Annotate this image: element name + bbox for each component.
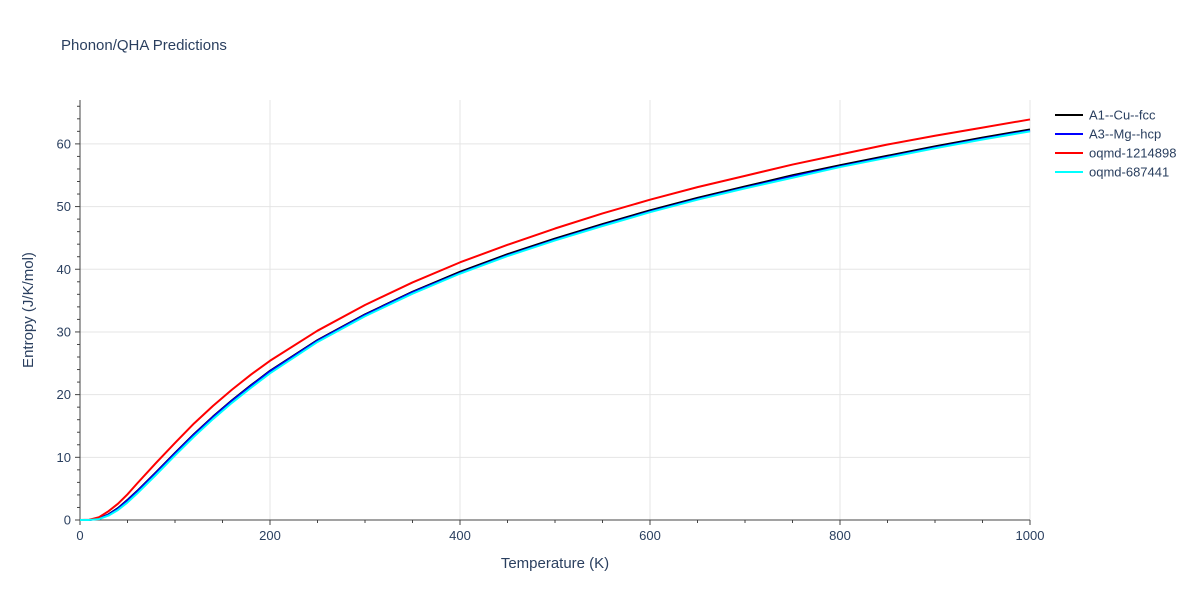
y-tick-label: 20 [57, 387, 71, 402]
x-tick-label: 200 [259, 528, 281, 543]
y-tick-label: 0 [64, 513, 71, 528]
y-tick-label: 50 [57, 199, 71, 214]
grid-lines [80, 100, 1031, 520]
series-line-a1-cu-fcc [79, 128, 1031, 521]
y-tick-label: 30 [57, 324, 71, 339]
axes [75, 100, 1031, 525]
chart-title: Phonon/QHA Predictions [61, 37, 227, 54]
legend-item[interactable]: oqmd-687441 [1055, 165, 1169, 180]
legend-label: A3--Mg--hcp [1089, 127, 1161, 142]
y-tick-label: 60 [57, 136, 71, 151]
y-axis-title: Entropy (J/K/mol) [20, 252, 37, 368]
x-tick-label: 400 [449, 528, 471, 543]
series-line-a3-mg-hcp [79, 129, 1031, 521]
x-axis-title: Temperature (K) [501, 555, 609, 572]
legend-label: A1--Cu--fcc [1089, 108, 1156, 123]
x-tick-label: 800 [829, 528, 851, 543]
x-tick-label: 0 [76, 528, 83, 543]
x-tick-label: 600 [639, 528, 661, 543]
y-tick-labels: 0 10 20 30 40 50 60 [57, 136, 71, 527]
series-line-oqmd-1214898 [79, 118, 1031, 521]
legend-item[interactable]: oqmd-1214898 [1055, 146, 1176, 161]
x-tick-labels: 0 200 400 600 800 1000 [76, 528, 1044, 543]
legend-label: oqmd-687441 [1089, 165, 1169, 180]
legend-item[interactable]: A1--Cu--fcc [1055, 108, 1156, 123]
legend-item[interactable]: A3--Mg--hcp [1055, 127, 1161, 142]
legend: A1--Cu--fcc A3--Mg--hcp oqmd-1214898 oqmd-6… [1055, 108, 1176, 180]
y-tick-label: 10 [57, 450, 71, 465]
y-tick-label: 40 [57, 262, 71, 277]
x-tick-label: 1000 [1016, 528, 1045, 543]
series-line-oqmd-687441 [79, 130, 1031, 521]
series-layer [79, 118, 1031, 521]
legend-label: oqmd-1214898 [1089, 146, 1176, 161]
